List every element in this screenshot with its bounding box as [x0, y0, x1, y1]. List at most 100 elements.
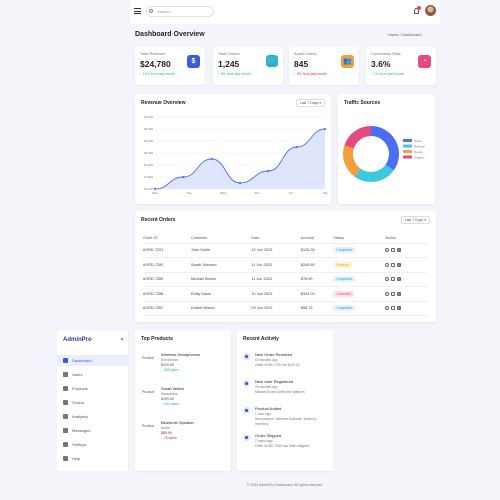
order-actions: [385, 243, 428, 258]
y-tick-label: 24,000: [144, 115, 154, 119]
order-customer: Robert Wilson: [190, 301, 252, 316]
sidebar-item-products[interactable]: Products: [57, 383, 129, 394]
edit-icon[interactable]: [391, 277, 396, 282]
sidebar-item-label: Settings: [72, 442, 87, 447]
order-amount: $342.00: [300, 286, 334, 302]
sidebar-item-messages[interactable]: Messages: [57, 425, 129, 436]
revenue-range-select[interactable]: Last 7 Days ▾: [295, 99, 325, 107]
order-status-cell: Completed: [333, 301, 386, 316]
activity-description: Order #ORD-7291 for $125.00: [255, 363, 300, 367]
view-icon[interactable]: [385, 277, 390, 282]
order-id: #ORD-7290: [143, 257, 191, 273]
x-tick-label: Thu: [254, 191, 260, 195]
delete-icon[interactable]: [397, 291, 402, 296]
order-date: 12 Jun 2023: [251, 243, 301, 258]
sidebar-item-help[interactable]: Help: [57, 453, 129, 464]
menu-icon[interactable]: [134, 8, 141, 14]
order-amount: $78.99: [300, 272, 334, 287]
sidebar-item-label: Orders: [72, 400, 85, 405]
product-sales: ↓ 78 sales: [161, 436, 177, 440]
order-customer: Emily Davis: [190, 286, 252, 302]
orders-range-select[interactable]: Last 7 Days ▾: [400, 216, 430, 224]
delete-icon[interactable]: [397, 306, 402, 311]
order-customer: Sarah Johnson: [190, 257, 252, 273]
edit-icon[interactable]: [391, 306, 396, 311]
breadcrumb[interactable]: Home / Dashboard: [388, 32, 422, 37]
stat-card: Total Revenue $24,780 ↑ 12% from last mont…: [135, 47, 205, 85]
brand-logo[interactable]: AdminPro: [63, 337, 92, 343]
product-image: Product: [142, 424, 155, 428]
sidebar-item-label: Analytics: [72, 414, 89, 419]
edit-icon[interactable]: [391, 291, 396, 296]
status-badge: Cancelled: [333, 290, 355, 297]
pie-icon: ◔: [418, 55, 431, 68]
sidebar-item-dashboard[interactable]: Dashboard: [57, 355, 129, 366]
legend-label: Social: [414, 150, 423, 154]
traffic-title: Traffic Sources: [344, 100, 381, 106]
stat-card: Active Users 845 ↓ 3% from last month 👥: [289, 47, 359, 85]
revenue-area: [155, 129, 325, 189]
stat-label: Total Revenue: [140, 51, 166, 56]
sidebar-item-settings[interactable]: Settings: [57, 439, 129, 450]
revenue-point: [323, 127, 327, 131]
order-date: 11 Jun 2023: [251, 272, 301, 287]
edit-icon[interactable]: [391, 248, 396, 253]
revenue-title: Revenue Overview: [141, 100, 186, 106]
stat-value: 845: [294, 59, 309, 69]
sidebar-item-label: Help: [72, 456, 81, 461]
product-price: $199.99: [161, 397, 174, 401]
avatar[interactable]: [425, 5, 436, 16]
view-icon[interactable]: [385, 291, 390, 296]
view-icon[interactable]: [385, 306, 390, 311]
revenue-point: [210, 157, 213, 161]
status-badge: Completed: [333, 276, 356, 283]
stat-label: Total Orders: [218, 51, 240, 56]
orders-card: Recent Orders Last 7 Days ▾ Order ID Cust…: [135, 211, 436, 322]
delete-icon[interactable]: [397, 277, 402, 282]
column-header: Date: [251, 233, 301, 244]
view-icon[interactable]: [385, 262, 390, 267]
delete-icon[interactable]: [397, 248, 402, 253]
order-status-cell: Pending: [333, 257, 386, 273]
order-actions: [385, 272, 428, 287]
edit-icon[interactable]: [391, 262, 396, 267]
product-name[interactable]: Bluetooth Speaker: [161, 420, 194, 425]
cart-icon: 🛒: [266, 55, 278, 67]
x-tick-label: Tue: [186, 191, 191, 195]
y-tick-label: 14,000: [144, 175, 154, 179]
order-actions: [385, 257, 428, 273]
stat-label: Active Users: [294, 51, 317, 56]
sidebar-item-orders[interactable]: Orders: [57, 397, 129, 408]
y-tick-label: 22,000: [144, 127, 154, 131]
activity-description: Order #ORD-7289 has been shipped: [255, 444, 309, 448]
order-status-cell: Cancelled: [333, 286, 386, 302]
status-badge: Completed: [333, 305, 356, 312]
product-price: $129.99: [161, 363, 174, 367]
product-image: Product: [142, 390, 155, 394]
sidebar-item-users[interactable]: Users: [57, 369, 129, 380]
close-icon[interactable]: ✕: [120, 337, 125, 343]
status-badge: Pending: [333, 261, 352, 268]
gear-icon: [63, 442, 68, 447]
order-amount: $56.75: [300, 301, 334, 316]
product-name[interactable]: Smart Watch: [161, 386, 184, 391]
activity-card: Recent Activity New Order Received 10 min…: [237, 330, 333, 471]
activity-icon: [243, 434, 250, 441]
product-name[interactable]: Wireless Headphones: [161, 352, 201, 357]
table-row: #ORD-7288 Emily Davis 10 Jun 2023 $342.00 Ca…: [143, 286, 428, 302]
bell-icon[interactable]: [414, 8, 419, 14]
product-image: Product: [142, 356, 155, 360]
search-input[interactable]: Search...: [146, 6, 214, 17]
view-icon[interactable]: [385, 248, 390, 253]
order-status-cell: Completed: [333, 272, 386, 287]
product-sales: ↑ 245 sales: [161, 368, 179, 372]
sidebar-item-label: Dashboard: [72, 358, 92, 363]
delete-icon[interactable]: [397, 262, 402, 267]
revenue-point: [153, 187, 157, 191]
sidebar-item-analytics[interactable]: Analytics: [57, 411, 129, 422]
x-tick-label: Wed: [220, 191, 226, 195]
order-actions: [385, 286, 428, 302]
stat-change: ↓ 3% from last month: [294, 72, 327, 76]
revenue-point: [182, 175, 185, 179]
